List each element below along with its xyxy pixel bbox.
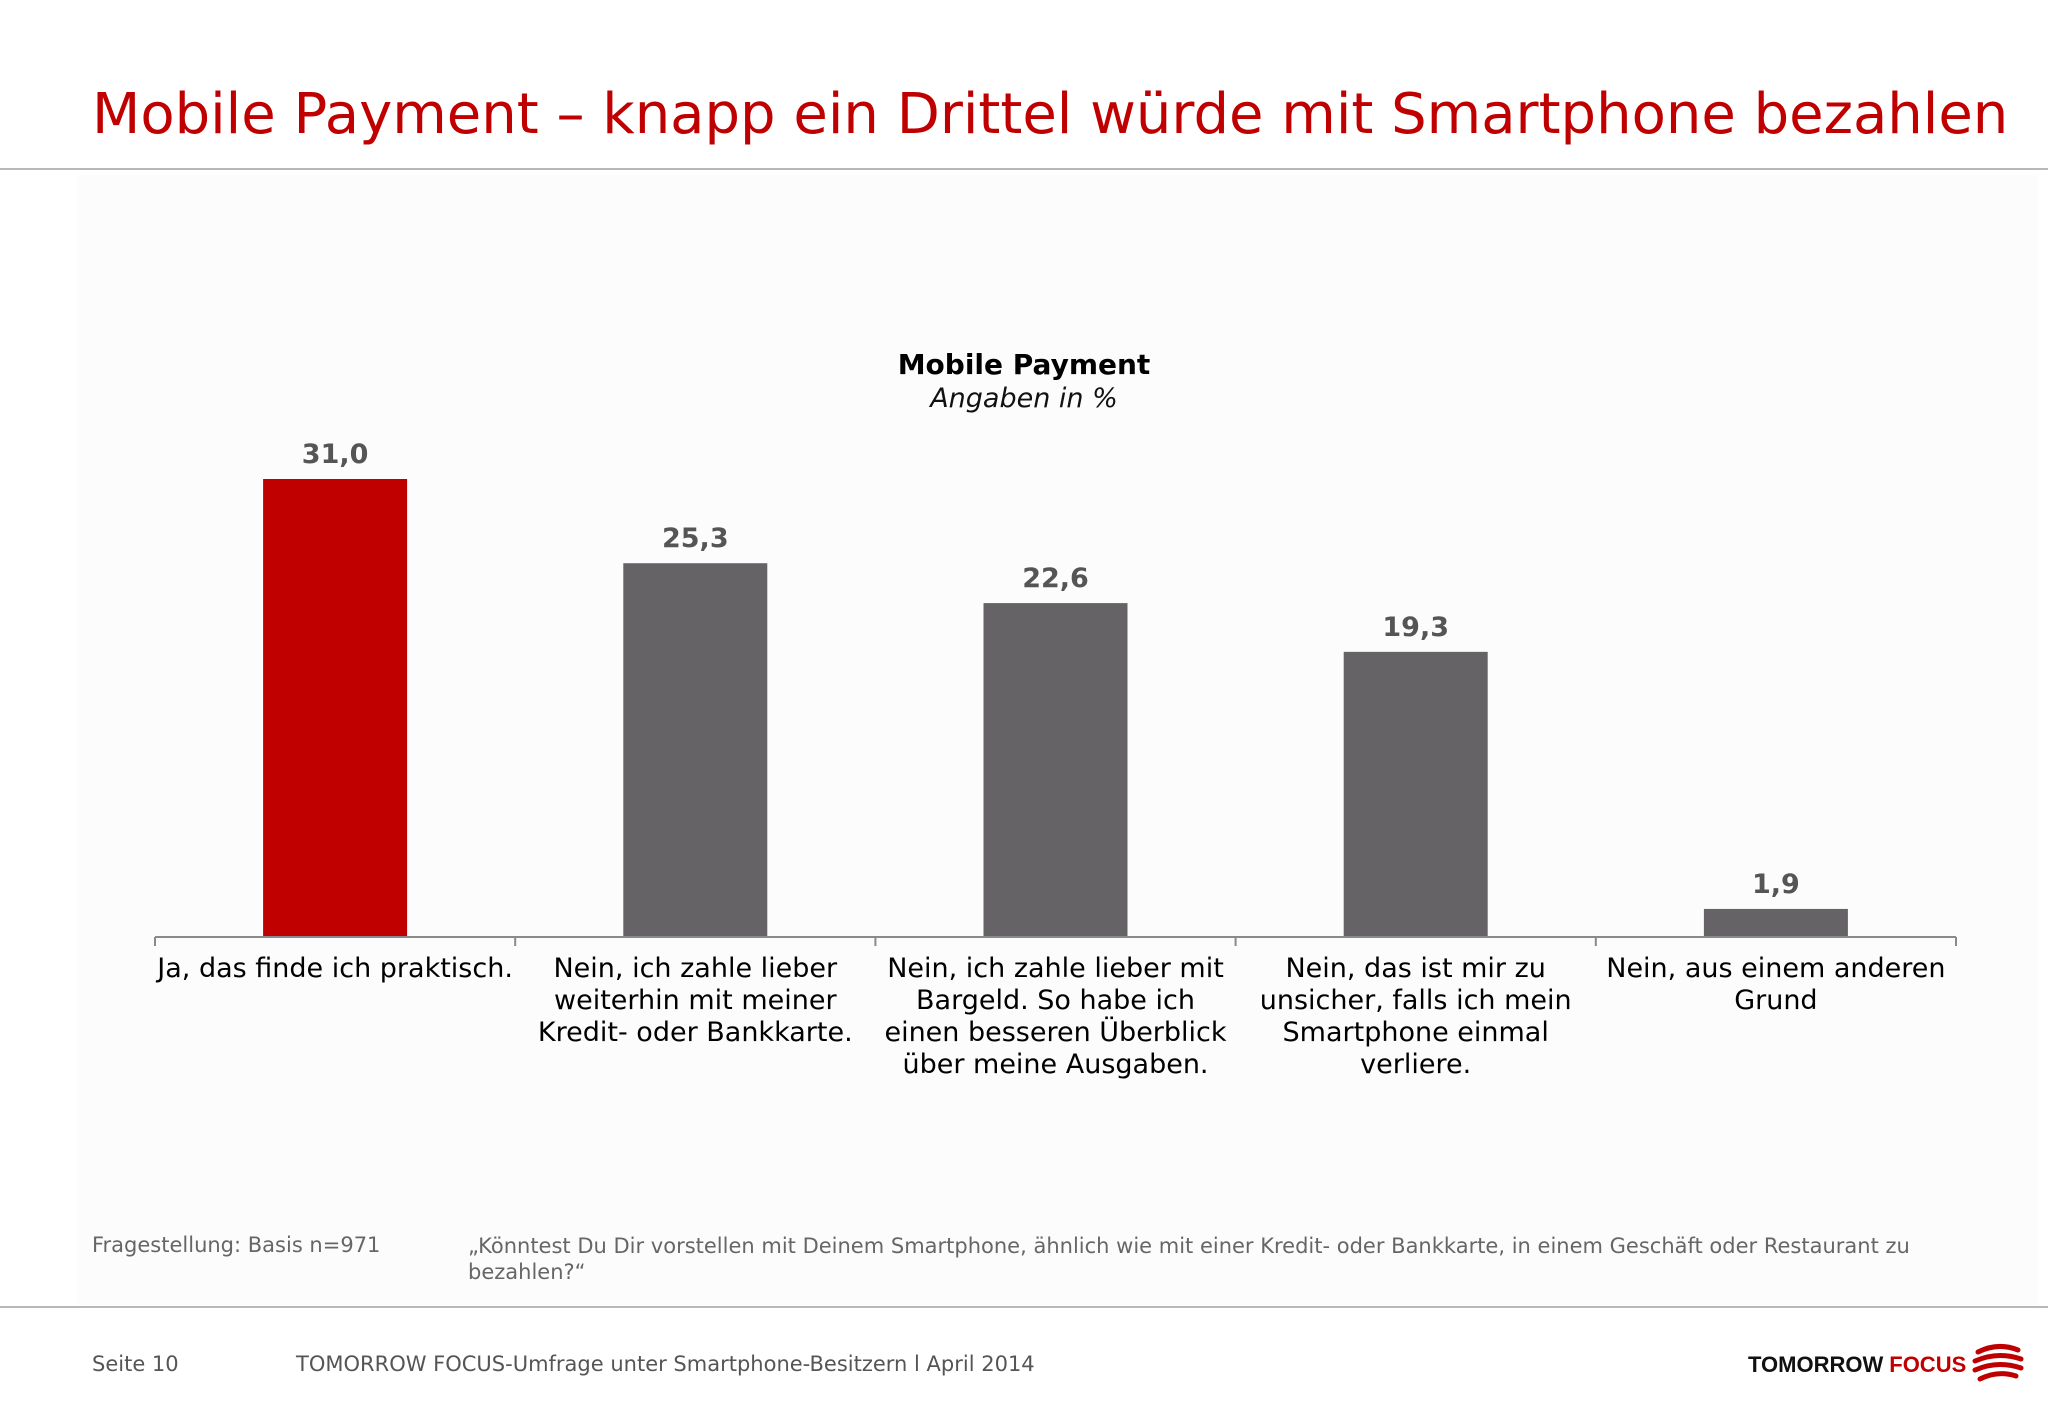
page-title: Mobile Payment – knapp ein Drittel würde… xyxy=(92,82,2009,147)
data-label-1: 31,0 xyxy=(302,439,369,470)
chart-subtitle: Angaben in % xyxy=(930,383,1118,414)
data-label-4: 19,3 xyxy=(1382,612,1449,643)
company-logo: TOMORROW FOCUS xyxy=(1748,1340,2024,1390)
logo-swirl-icon xyxy=(1972,1344,2024,1382)
category-label-1: Ja, das finde ich praktisch. xyxy=(157,953,513,984)
category-label-2: Nein, ich zahle lieber weiterhin mit mei… xyxy=(537,953,853,1048)
source-note: TOMORROW FOCUS-Umfrage unter Smartphone-… xyxy=(296,1352,1035,1376)
chart-heading: Mobile Payment Angaben in % xyxy=(0,348,2048,414)
chart-title: Mobile Payment xyxy=(897,348,1151,381)
category-label-4: Nein, das ist mir zu unsicher, falls ich… xyxy=(1259,953,1572,1080)
data-label-2: 25,3 xyxy=(662,523,729,554)
bar-2 xyxy=(623,563,768,937)
logo-text-tomorrow: TOMORROW xyxy=(1748,1352,1884,1377)
logo-text-focus: FOCUS xyxy=(1889,1352,1967,1377)
question-text: „Könntest Du Dir vorstellen mit Deinem S… xyxy=(468,1234,1910,1284)
data-label-3: 22,6 xyxy=(1022,563,1089,594)
category-label-3: Nein, ich zahle lieber mit Bargeld. So h… xyxy=(884,953,1227,1080)
question-label: Fragestellung: Basis n=971 xyxy=(92,1233,381,1257)
category-label-5: Nein, aus einem anderen Grund xyxy=(1606,953,1946,1016)
data-label-5: 1,9 xyxy=(1752,869,1800,900)
bar-1 xyxy=(263,479,408,937)
bar-3 xyxy=(983,603,1128,937)
bar-5 xyxy=(1703,908,1848,937)
bar-4 xyxy=(1343,651,1488,937)
page-number: Seite 10 xyxy=(92,1352,179,1376)
top-divider xyxy=(0,168,2048,170)
bottom-divider xyxy=(0,1306,2048,1308)
